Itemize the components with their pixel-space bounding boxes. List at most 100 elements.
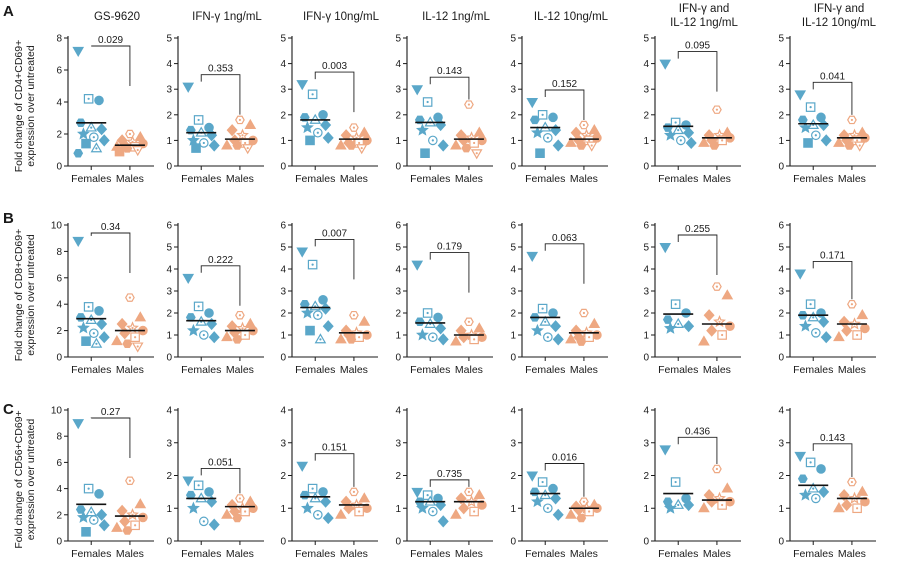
panel-C-7-males-point-center-dot [856,507,859,510]
panel-A-4-ytick-label: 2 [395,110,401,121]
panel-B-4-females-point [435,322,447,335]
panel-A-7-ytick-label: 4 [778,59,784,70]
panel-B-2-ytick-label: 5 [166,243,172,254]
panel-B-1-ytick-label: 4 [56,300,62,311]
panel-A-7-males-point-center-dot [850,118,854,122]
row-C-ylabel: Fold change of CD56+CD69+expression over… [13,410,37,548]
panel-A-3-females-point-center-dot [311,93,314,96]
panel-A-4-males-point-center-dot [467,103,471,106]
panel-B-7-males-point [841,324,853,337]
panel-A-1-females-point [81,138,91,149]
panel-C-1-ytick-label: 2 [56,510,62,521]
panel-C-7-ytick-label: 1 [778,504,784,515]
panel-B-4-ytick-label: 0 [395,353,401,364]
panel-A-7-females-point [803,138,813,148]
panel-A-1-ytick-label: 0 [56,162,62,173]
panel-C-6-category-label: Females [658,548,698,560]
panel-C-3-ytick-label: 4 [280,406,286,417]
panel-C-4-ytick-label: 2 [395,471,401,482]
panel-B-1-females-point [75,313,86,322]
panel-B-5-ytick-label: 3 [510,287,516,298]
panel-A-2-males-point [248,135,258,146]
panel-A-5-females-point [529,115,540,125]
panel-A-1-ytick-label: 2 [56,130,62,141]
panel-C-1-significance-bracket [90,417,131,458]
panel-B-1-females-point [76,321,90,334]
panel-C-5-females-point [548,483,558,494]
panel-A-4: IL-12 1ng/mL 0 1 2 3 4 5 Females Males 0.143 [395,11,493,185]
panel-B-2-females-point-center-dot [197,305,200,308]
panel-A-5-significance-bracket [544,89,585,121]
panel-B-2-ytick-label: 2 [166,309,172,320]
panel-C-7-category-label: Females [793,548,833,560]
panel-C-4-males-point [450,508,462,519]
panel-C-4-females-point [415,501,429,514]
panel-B-1-category-label: Males [116,364,144,376]
panel-C-2-ytick-label: 2 [166,471,172,482]
panel-B-1-category-label: Females [71,364,111,376]
panel-B-2-females-point-center-dot [202,333,205,337]
panel-A-2-females-point [208,139,220,152]
panel-C-1-category-label: Females [71,548,111,560]
panel-A-7-females-point-center-dot [814,134,817,137]
panel-C-6-males-point-center-dot [721,503,724,507]
panel-B-3-ytick-label: 2 [280,309,286,320]
panel-B-3-ytick-label: 3 [280,287,286,298]
panel-A-1-title: GS-9620 [94,11,140,23]
panel-A-1-category-label: Females [71,173,111,185]
panel-B-7-females-point-center-dot [812,316,815,319]
panel-B-3-females-point [296,247,309,258]
panel-C-3-ytick-label: 2 [280,471,286,482]
panel-A-1-ytick-label: 4 [56,98,62,109]
panel-C-5-males-point-center-dot [588,510,591,513]
panel-A-7-ytick-label: 5 [778,34,784,45]
panel-C-7-females-point [816,464,826,474]
panel-C-5-significance-bracket [544,463,585,497]
panel-A-7-ytick-label: 2 [778,110,784,121]
panel-B-5-females-point-center-dot [541,307,544,310]
panel-C-4-females-point [411,487,424,499]
panel-C-6-females-point [683,498,695,512]
panel-C-4-ytick-label: 1 [395,504,401,515]
panel-A-6-females-point [683,126,695,139]
panel-B-1-females-point-center-dot [87,305,90,308]
panel-B-1-males-point [122,339,133,349]
panel-A-2-ytick-label: 5 [166,34,172,45]
panel-A-4-ytick-label: 3 [395,85,401,96]
panel-A-3-males-point-center-dot [358,141,361,145]
panel-A-3-females-point [320,118,332,132]
panel-B-5-males-point-center-dot [582,311,586,315]
panel-B-2-ytick-label: 4 [166,265,172,276]
panel-B-3-ytick-label: 6 [280,221,286,232]
panel-C-1-ytick-label: 4 [56,484,62,495]
panel-A-1-p-value: 0.029 [98,35,123,46]
panel-A-7-males-point [844,141,855,150]
panel-C-7-category-label: Males [838,548,866,560]
panel-C-7-males-point [841,498,853,512]
panel-A-7: IFN-γ and IL-12 10ng/mL 0 1 2 3 4 5 Females Males… [778,3,876,185]
panel-B-4-ytick-label: 2 [395,309,401,320]
panel-A-3-females-point [296,80,309,91]
panel-A-1: GS-9620 0 2 4 6 8 Females Males 0.029 [56,11,154,185]
panel-C-2: 0 1 2 3 4 Females Males 0.051 [166,406,264,560]
panel-C-3-females-point [320,495,332,508]
panel-C-6: 0 1 2 3 4 Females Males 0.436 [643,406,741,560]
panel-B-3-females-point-center-dot [311,263,314,266]
panel-B-1-males-point-center-dot [136,345,139,348]
panel-A-2-ytick-label: 3 [166,85,172,96]
panel-A-3-ytick-label: 0 [280,162,286,173]
panel-A-5-females-point [550,124,562,137]
panel-C-5-ytick-label: 4 [510,406,516,417]
panel-B-3-females-point [300,306,314,319]
panel-A-7-title: IFN-γ and [814,3,865,15]
panel-C-7-females-point-center-dot [812,487,815,490]
panel-C-3-females-point-center-dot [316,513,319,516]
panel-C-6-males-point [698,502,710,513]
panel-C-2-females-point [208,518,220,531]
panel-C-4-p-value: 0.735 [437,469,462,480]
panel-C-1-ytick-label: 8 [56,432,62,443]
panel-B-1-ytick-label: 6 [56,273,62,284]
panel-B-1-males-point-center-dot [131,326,134,330]
panel-B-1-females-point [81,336,91,346]
panel-B-2-males-point-center-dot [241,327,244,330]
